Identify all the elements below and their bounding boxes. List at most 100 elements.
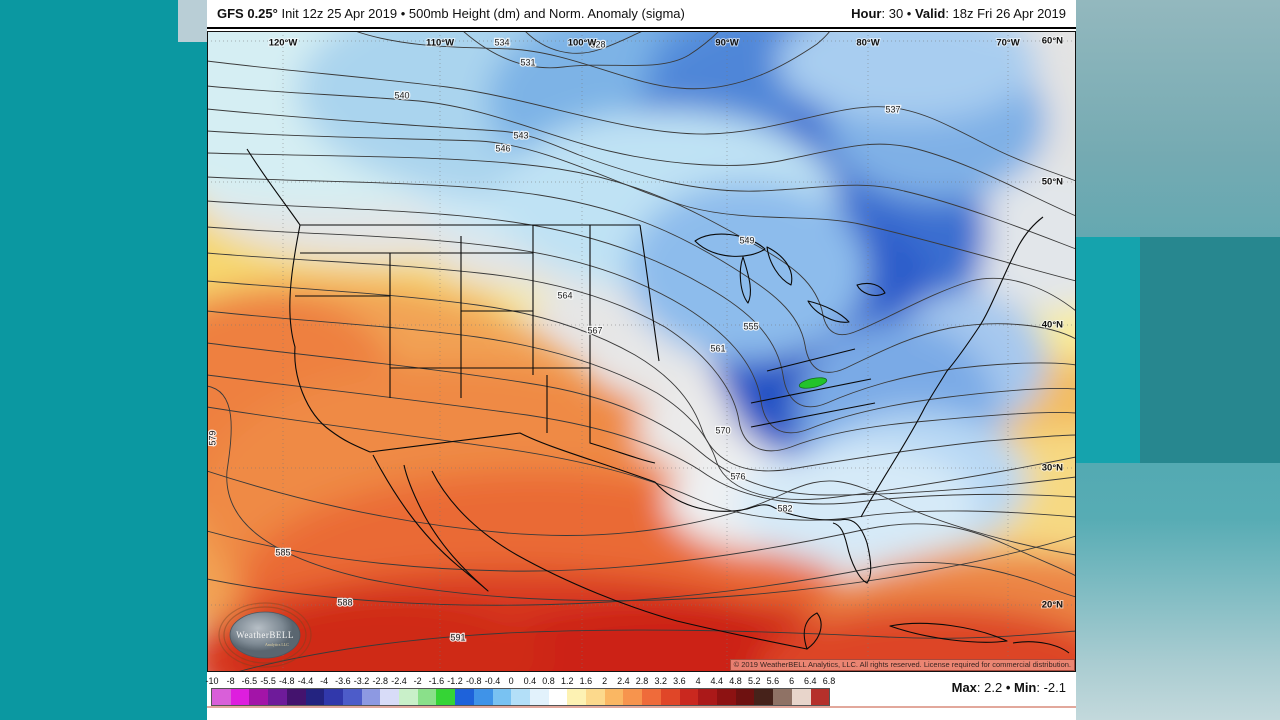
max-min-readout: Max: 2.2 • Min: -2.1 [952, 680, 1066, 695]
maxmin-separator: • [1002, 680, 1014, 695]
contour-label: 561 [710, 343, 725, 353]
colorbar-segment [361, 689, 381, 705]
colorbar-tick-label: 2 [602, 676, 608, 686]
forecast-panel: GFS 0.25° Init 12z 25 Apr 2019 • 500mb H… [205, 0, 1076, 720]
latitude-label: 20°N [1042, 600, 1063, 611]
colorbar-tick-label: -2.8 [372, 676, 389, 686]
colorbar-tick-label: 1.6 [579, 676, 593, 686]
colorbar-segment [436, 689, 456, 705]
colorbar-segment [473, 689, 493, 705]
colorbar [211, 688, 830, 706]
contour-label: 543 [513, 130, 528, 140]
min-anomaly-marker [798, 377, 828, 389]
colorbar-tick-label: 4.8 [729, 676, 742, 686]
colorbar-segment [810, 689, 830, 705]
contour-label: 576 [730, 471, 745, 481]
logo-subtext: Analytics LLC [265, 642, 289, 647]
colorbar-tick-label: 4 [695, 676, 701, 686]
header-title: GFS 0.25° Init 12z 25 Apr 2019 • 500mb H… [217, 6, 685, 21]
latitude-label: 60°N [1042, 36, 1063, 47]
colorbar-segment [230, 689, 250, 705]
anomaly-shading [207, 31, 1076, 672]
colorbar-segment [492, 689, 512, 705]
colorbar-tick-label: -3.6 [335, 676, 351, 686]
longitude-label: 120°W [269, 38, 298, 49]
colorbar-tick-label: 6.4 [804, 676, 817, 686]
header-title-rest: Init 12z 25 Apr 2019 • 500mb Height (dm)… [277, 6, 685, 21]
contour-label: 531 [520, 57, 535, 67]
longitude-label: 110°W [426, 38, 454, 49]
background-accent-bright [1076, 237, 1140, 463]
longitude-label: 90°W [715, 38, 738, 49]
contour-label: 534 [494, 37, 509, 47]
contour-label: 591 [450, 632, 465, 642]
colorbar-tick-label: -1.6 [428, 676, 445, 686]
min-label: Min [1013, 680, 1037, 695]
valid-value: : 18z Fri 26 Apr 2019 [945, 6, 1066, 21]
min-value: : -2.1 [1036, 680, 1066, 695]
contour-label: 528 [590, 39, 605, 49]
colorbar-segment [286, 689, 306, 705]
colorbar-tick-label: 3.2 [654, 676, 667, 686]
colorbar-tick-label: 4.4 [710, 676, 724, 686]
header-valid-time: Hour: 30 • Valid: 18z Fri 26 Apr 2019 [851, 6, 1066, 21]
colorbar-tick-label: -4 [320, 676, 329, 686]
colorbar-segment [660, 689, 680, 705]
colorbar-tick-label: -0.4 [484, 676, 501, 686]
colorbar-underline [207, 706, 1076, 708]
latitude-label: 50°N [1042, 177, 1063, 188]
colorbar-segment [735, 689, 755, 705]
colorbar-segment [511, 689, 530, 705]
colorbar-tick-label: 6.8 [822, 676, 836, 686]
colorbar-segment [604, 689, 624, 705]
colorbar-segment [698, 689, 717, 705]
max-value: : 2.2 [976, 680, 1003, 695]
colorbar-segment [342, 689, 362, 705]
colorbar-tick-label: -4.8 [279, 676, 295, 686]
contour-label: 582 [777, 503, 792, 513]
colorbar-segment [249, 689, 269, 705]
map-header: GFS 0.25° Init 12z 25 Apr 2019 • 500mb H… [207, 0, 1076, 29]
colorbar-tick-label: -4.4 [297, 676, 314, 686]
graticule [207, 31, 1076, 672]
background-accent-dark [1140, 237, 1280, 463]
colorbar-tick-label: -0.8 [465, 676, 482, 686]
hour-value: : 30 • [881, 6, 915, 21]
colorbar-tick-label: -2 [413, 676, 422, 686]
colorbar-tick-label: 0.4 [523, 676, 537, 686]
colorbar-segment [791, 689, 811, 705]
colorbar-segment [268, 689, 287, 705]
contour-label: 549 [739, 235, 754, 245]
colorbar-tick-label: -1.2 [447, 676, 463, 686]
contour-label: 588 [337, 597, 352, 607]
contour-label: 570 [715, 425, 730, 435]
background-right [1076, 0, 1280, 720]
longitude-label: 100°W [568, 38, 597, 49]
colorbar-segment [305, 689, 325, 705]
colorbar-tick-label: 0 [508, 676, 514, 686]
latitude-label: 30°N [1042, 463, 1063, 474]
longitude-label: 70°W [996, 38, 1019, 49]
colorbar-tick-label: 2.4 [617, 676, 630, 686]
contour-label: 564 [557, 290, 572, 300]
longitude-label: 80°W [856, 38, 879, 49]
colorbar-segment [324, 689, 343, 705]
colorbar-segment [754, 689, 774, 705]
weather-map-svg: WeatherBELL Analytics LLC 534 528 531 540 54… [207, 31, 1076, 672]
valid-label: Valid [914, 6, 946, 21]
contour-label: 540 [394, 90, 409, 100]
geo-borders [246, 148, 1070, 654]
colorbar-tick-label: 2.8 [635, 676, 649, 686]
copyright-notice: © 2019 WeatherBELL Analytics, LLC. All r… [729, 659, 1075, 671]
logo-text: WeatherBELL [236, 630, 294, 640]
max-label: Max [951, 680, 977, 695]
colorbar-segment [642, 689, 661, 705]
contour-label: 546 [495, 143, 510, 153]
colorbar-segment [212, 689, 231, 705]
colorbar-segment [773, 689, 792, 705]
colorbar-tick-label: -5.5 [260, 676, 276, 686]
colorbar-tick-label: -10 [205, 676, 219, 686]
colorbar-tick-label: 0.8 [542, 676, 555, 686]
colorbar-segment [455, 689, 474, 705]
